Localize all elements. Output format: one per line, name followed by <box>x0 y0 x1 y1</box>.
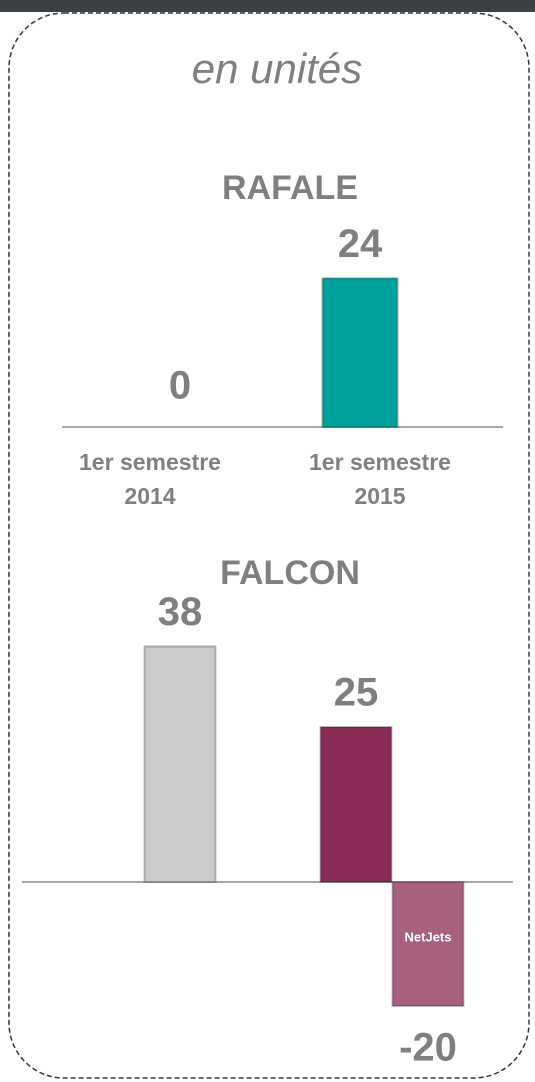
value-label: -20 <box>399 1026 457 1070</box>
chart-title: RAFALE <box>222 169 358 207</box>
chart-title: FALCON <box>220 554 360 592</box>
frame <box>8 12 530 1079</box>
category-label: 1er semestre 2015 <box>309 449 451 509</box>
category-label: 1er semestre 2014 <box>79 449 221 509</box>
value-label: 24 <box>338 222 383 266</box>
top-bar <box>0 0 535 12</box>
value-label: 0 <box>169 364 191 408</box>
bar <box>143 645 217 884</box>
bar <box>319 726 393 883</box>
bar-label: NetJets <box>405 929 452 944</box>
value-label: 38 <box>158 590 203 634</box>
bar <box>391 881 465 1007</box>
value-label: 25 <box>334 671 379 715</box>
unit-note: en unités <box>192 45 362 92</box>
bar <box>321 277 399 429</box>
